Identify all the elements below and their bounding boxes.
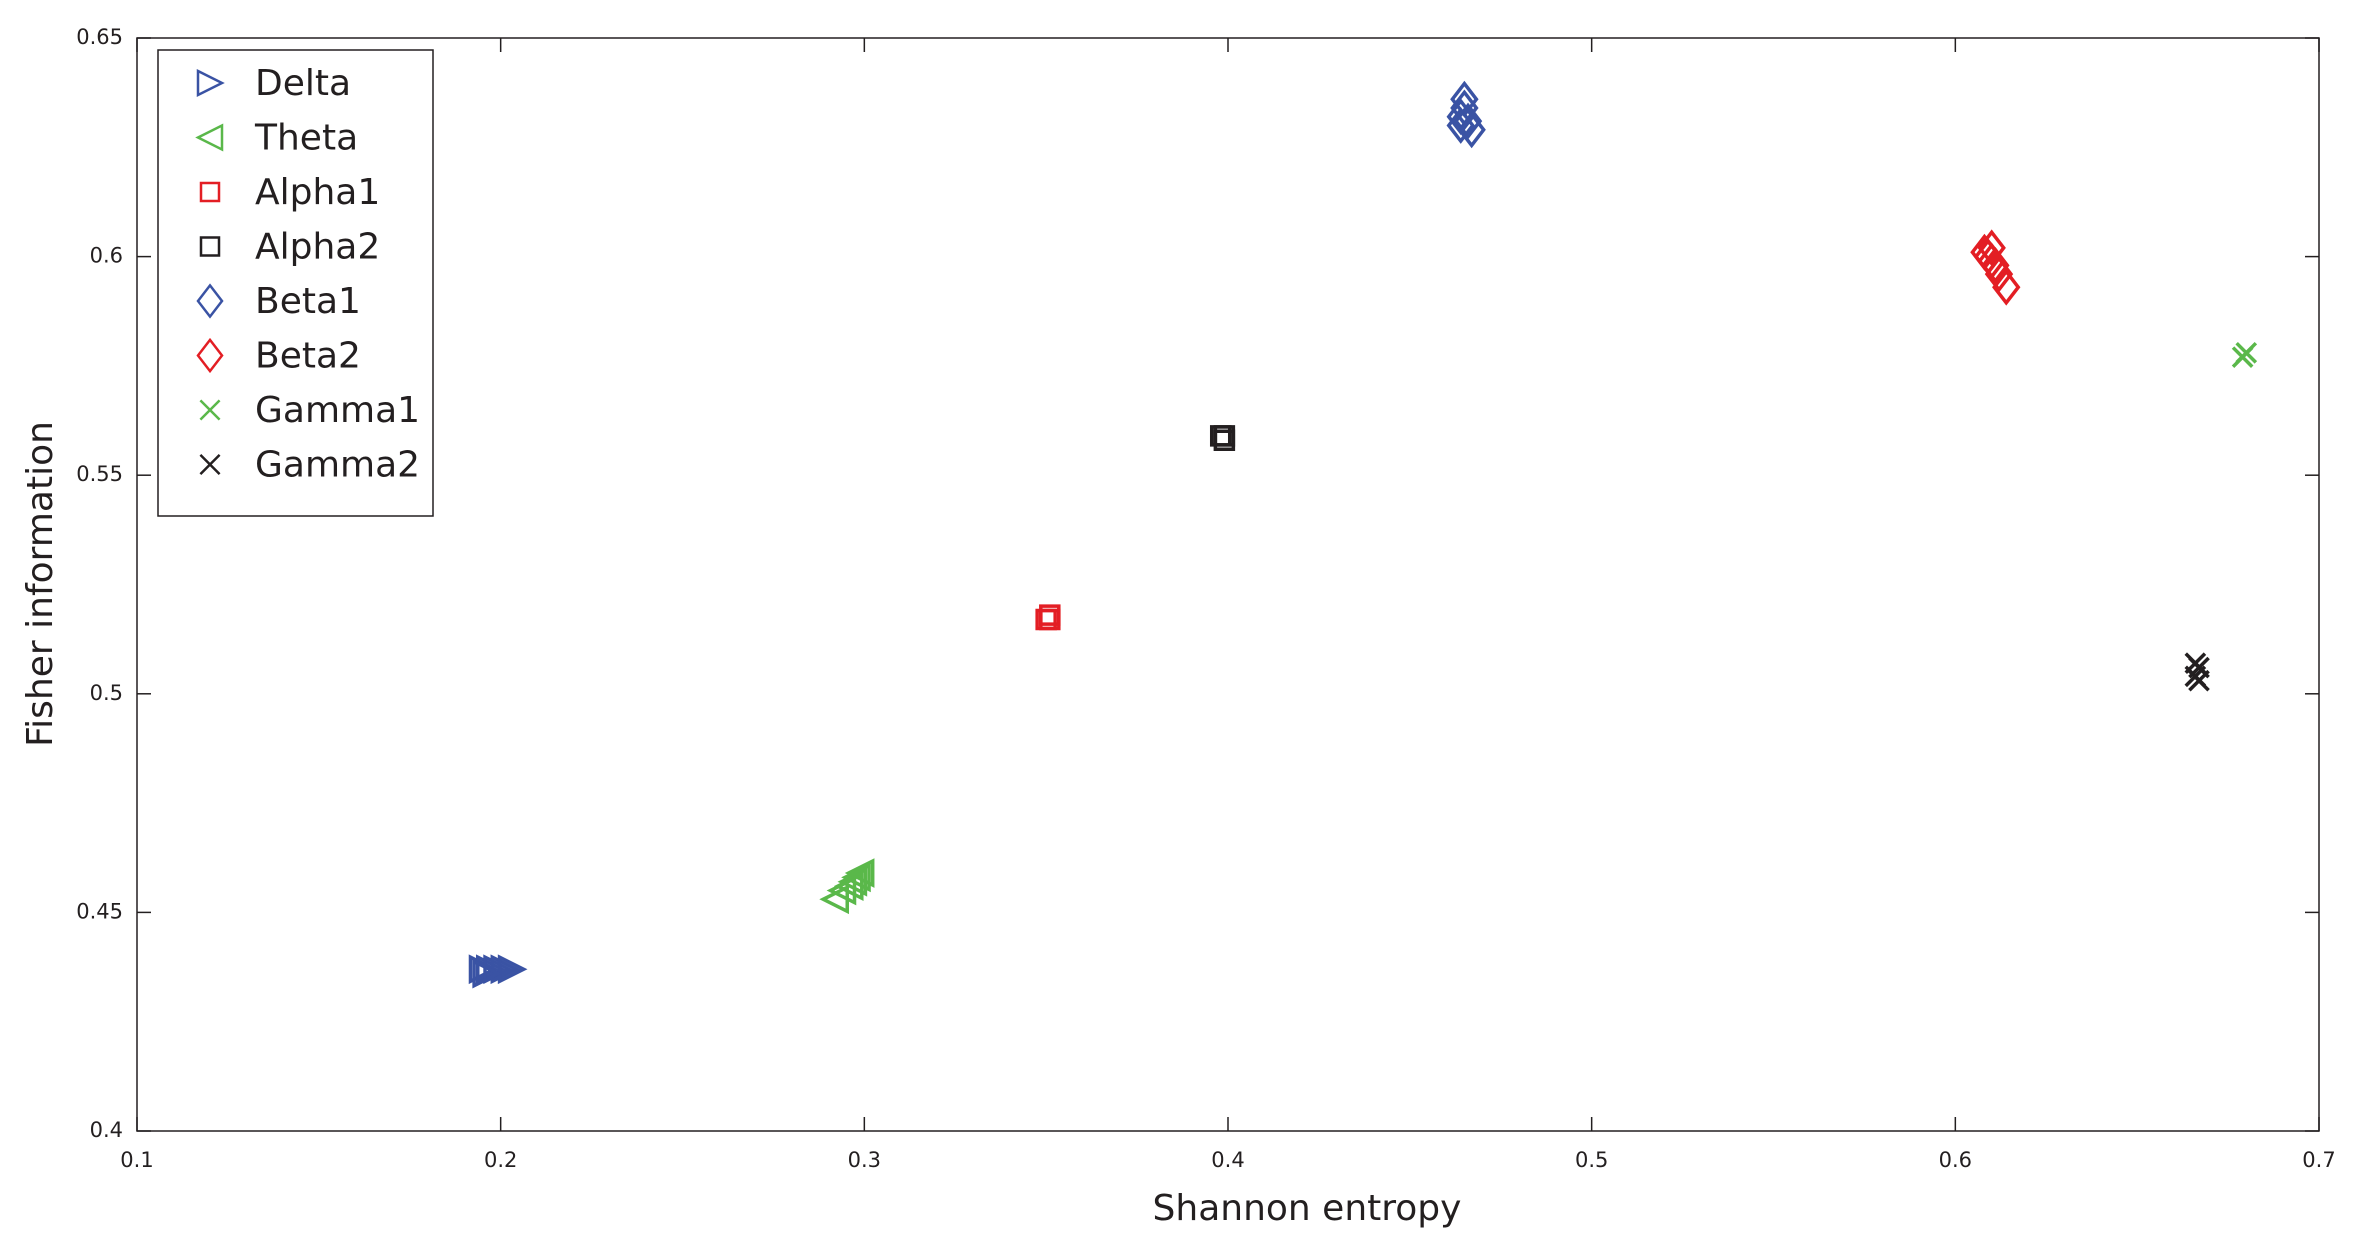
legend-marker bbox=[196, 283, 224, 319]
x-axis-label: Shannon entropy bbox=[1153, 1188, 1462, 1229]
y-axis-label: Fisher information bbox=[20, 421, 61, 747]
point bbox=[1457, 111, 1486, 149]
y-tick-label: 0.6 bbox=[90, 244, 123, 268]
legend-label: Alpha2 bbox=[255, 227, 380, 268]
y-tick-label: 0.4 bbox=[90, 1118, 123, 1142]
point bbox=[472, 958, 503, 989]
point bbox=[497, 954, 528, 985]
x-tick-label: 0.4 bbox=[1211, 1148, 1244, 1172]
legend-marker bbox=[199, 181, 221, 203]
x-tick-label: 0.1 bbox=[120, 1148, 153, 1172]
legend-label: Beta1 bbox=[255, 281, 361, 322]
legend-marker bbox=[199, 399, 221, 421]
y-tick-label: 0.55 bbox=[76, 462, 123, 486]
legend-marker bbox=[199, 236, 221, 257]
point bbox=[2184, 652, 2207, 675]
point bbox=[2188, 669, 2210, 692]
point bbox=[1992, 268, 2021, 306]
y-tick-label: 0.45 bbox=[76, 899, 123, 923]
point bbox=[1453, 102, 1483, 140]
legend-marker bbox=[196, 337, 224, 374]
legend-marker bbox=[196, 68, 225, 98]
x-tick-label: 0.7 bbox=[2302, 1148, 2335, 1172]
legend-box bbox=[157, 49, 434, 517]
legend-label: Gamma2 bbox=[255, 445, 420, 486]
x-tick-label: 0.6 bbox=[1939, 1148, 1972, 1172]
y-tick-label: 0.65 bbox=[76, 25, 123, 49]
legend-label: Beta2 bbox=[255, 336, 361, 377]
point bbox=[841, 862, 871, 893]
point bbox=[1984, 255, 2014, 293]
x-tick-label: 0.2 bbox=[484, 1148, 517, 1172]
x-tick-label: 0.3 bbox=[848, 1148, 881, 1172]
point bbox=[2231, 346, 2254, 368]
point bbox=[468, 954, 499, 985]
legend-label: Theta bbox=[254, 118, 358, 159]
point bbox=[1209, 425, 1232, 447]
legend-label: Delta bbox=[255, 63, 351, 104]
x-tick-label: 0.5 bbox=[1575, 1148, 1608, 1172]
point bbox=[1035, 608, 1057, 631]
point bbox=[1039, 604, 1061, 626]
point bbox=[844, 858, 875, 888]
y-tick-label: 0.5 bbox=[90, 681, 123, 705]
legend-marker bbox=[199, 454, 221, 475]
point bbox=[476, 954, 506, 985]
legend-label: Gamma1 bbox=[255, 390, 420, 431]
legend-marker bbox=[195, 123, 224, 152]
legend-label: Alpha1 bbox=[255, 172, 380, 213]
plot-area bbox=[136, 37, 2320, 1132]
point bbox=[1977, 229, 2006, 267]
